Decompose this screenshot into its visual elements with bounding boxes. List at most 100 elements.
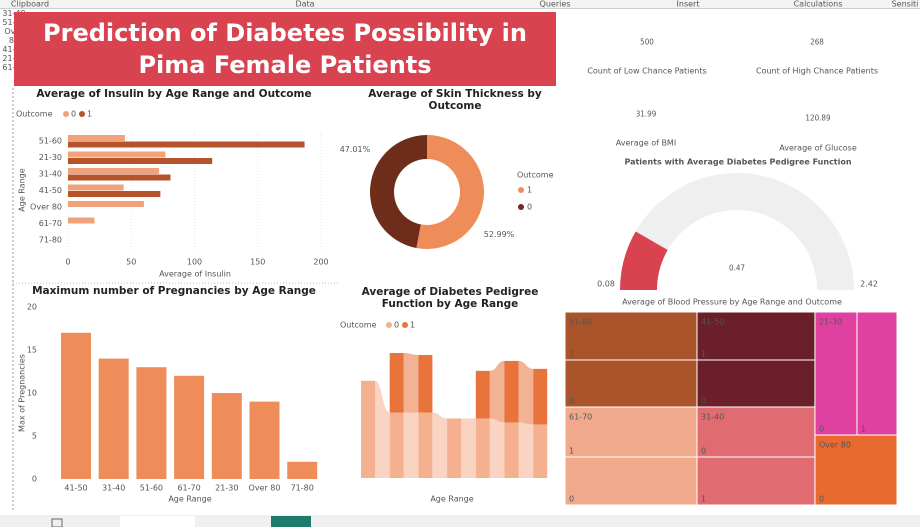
add-page-tab[interactable] [271,516,311,527]
ribbon [489,418,505,478]
ribbon-bar [361,380,375,478]
bar [68,191,161,197]
legend-title: Outcome [340,321,377,330]
bar [68,174,171,181]
y-tick-label: 71-80 [39,236,62,245]
y-tick-label: 15 [27,346,37,355]
chart-title: Average of Blood Pressure by Age Range a… [622,298,842,307]
treemap-child-label: 0 [819,425,824,434]
ribbon-bar [0,0,920,8]
treemap-cell [696,359,816,408]
y-axis-title: Max of Pregnancies [18,354,27,432]
ribbon [489,360,505,423]
y-tick-label: 10 [27,389,37,398]
ribbon [518,360,534,425]
x-tick-label: 0 [65,258,70,267]
legend-label: 1 [410,321,415,330]
ribbon [403,412,419,478]
y-tick-label: 51-60 [39,137,62,146]
bar [211,393,242,479]
treemap-child-label: 1 [569,349,574,358]
nav-icon[interactable] [51,518,63,527]
y-axis-title: Age Range [18,168,27,211]
ribbon-bar [418,354,433,413]
bar [68,141,305,148]
bar [68,168,160,174]
chart-title: Average of Insulin by Age Range and Outc… [36,88,312,100]
legend-label: 0 [71,110,76,119]
y-tick-label: 0 [32,475,37,484]
x-tick-label: 100 [187,258,202,267]
legend-marker [518,204,524,210]
bar [68,151,166,158]
ribbon-label: Data [295,0,314,9]
kpi-value: 500 [640,38,654,47]
ribbon-bar [504,360,519,423]
x-tick-label: 61-70 [177,484,200,493]
x-axis-title: Age Range [430,495,473,504]
bar [249,401,280,479]
y-tick-label: 21-30 [39,153,62,162]
x-tick-label: 50 [126,258,136,267]
legend-label: 1 [527,186,532,195]
chart-title: Maximum number of Pregnancies by Age Ran… [32,285,316,297]
ribbon-bar [533,424,548,478]
bar [68,158,213,164]
x-tick-label: 31-40 [102,484,125,493]
treemap-group-label: 41-50 [701,318,724,327]
x-axis-title: Average of Insulin [159,270,231,279]
y-tick-label: 20 [27,303,37,312]
ribbon [518,422,534,478]
treemap-cell [814,434,898,506]
ribbon-bar [418,412,433,478]
chart-title: Average of Diabetes Pedigree Function by… [361,286,539,310]
ribbon [403,353,419,413]
legend-marker [79,111,85,117]
legend-marker [63,111,69,117]
y-tick-label: Over 80 [30,203,62,212]
ribbon [432,412,448,478]
y-tick-label: 31-40 [39,170,62,179]
gauge-value [620,231,668,290]
kpi-value: 31.99 [636,110,657,119]
page-tab[interactable] [120,516,195,527]
data-label: 52.99% [484,230,515,239]
treemap-cell [564,456,698,506]
treemap-child-label: 0 [701,447,706,456]
data-label: 47.01% [340,145,371,154]
x-tick-label: 71-80 [291,484,314,493]
treemap-group-label: 21-30 [819,318,842,327]
bar [98,358,129,479]
chart-title: Average of Skin Thickness by Outcome [368,88,542,112]
x-tick-label: 51-60 [140,484,163,493]
gauge-min: 0.08 [597,280,615,289]
x-tick-label: 200 [313,258,328,267]
tab-bar [0,515,920,527]
treemap-cell [856,311,898,436]
x-tick-label: 21-30 [215,484,238,493]
bar [68,184,124,191]
legend-title: Outcome [16,110,53,119]
x-axis-title: Age Range [168,495,211,504]
treemap-child-label: 0 [569,495,574,504]
treemap-cell [696,406,816,458]
x-tick-label: 41-50 [64,484,87,493]
legend-label: 0 [394,321,399,330]
legend-marker [386,322,392,328]
treemap-cell [814,311,858,436]
ribbon-label: Insert [677,0,700,9]
ribbon-bar [504,422,519,478]
bar [68,135,125,141]
ribbon-bar [475,418,490,478]
ribbon [461,418,476,478]
legend-label: 1 [87,110,92,119]
treemap-child-label: 1 [569,447,574,456]
bar [287,461,318,479]
legend-label: 0 [527,203,532,212]
kpi-label: Average of Glucose [779,144,857,153]
ribbon-bar [389,412,404,478]
x-tick-label: Over 80 [249,484,281,493]
donut-slice [416,135,485,249]
legend-marker [518,187,524,193]
legend-title: Outcome [517,171,554,180]
